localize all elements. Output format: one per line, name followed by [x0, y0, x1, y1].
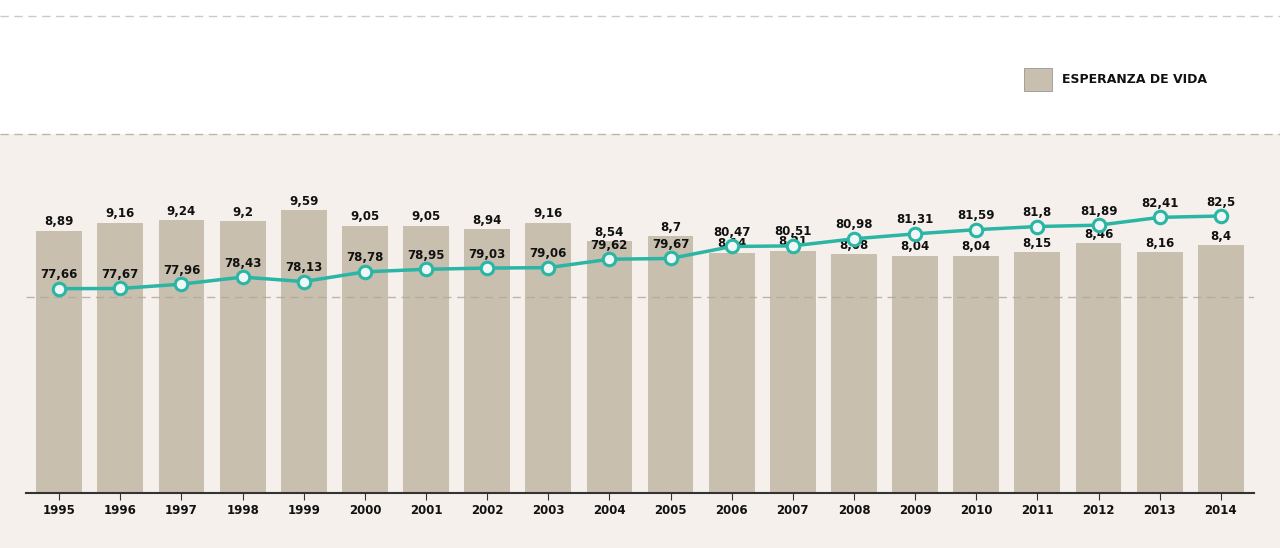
Bar — [709, 253, 755, 493]
Text: 8,08: 8,08 — [840, 239, 869, 252]
Bar — [1015, 253, 1060, 493]
Text: 82,5: 82,5 — [1206, 196, 1235, 209]
Text: 8,15: 8,15 — [1023, 237, 1052, 250]
Text: 78,13: 78,13 — [285, 261, 323, 274]
Text: 8,94: 8,94 — [472, 214, 502, 227]
Bar — [1198, 245, 1244, 493]
Text: 8,4: 8,4 — [1210, 230, 1231, 243]
Text: 78,43: 78,43 — [224, 256, 261, 270]
Bar — [159, 220, 205, 493]
Bar — [403, 226, 449, 493]
Text: 79,06: 79,06 — [530, 247, 567, 260]
Text: 77,66: 77,66 — [41, 269, 78, 281]
Text: 77,96: 77,96 — [163, 264, 200, 277]
Bar — [280, 210, 326, 493]
Text: 8,16: 8,16 — [1146, 237, 1174, 250]
Text: 8,46: 8,46 — [1084, 228, 1114, 241]
Text: 80,98: 80,98 — [836, 219, 873, 231]
Text: 8,14: 8,14 — [717, 237, 746, 250]
Bar — [97, 222, 143, 493]
Text: 9,16: 9,16 — [106, 207, 134, 220]
Text: 8,89: 8,89 — [45, 215, 74, 228]
Text: 9,05: 9,05 — [351, 210, 380, 224]
Text: 81,89: 81,89 — [1080, 205, 1117, 218]
Text: 9,16: 9,16 — [534, 207, 563, 220]
Text: 81,8: 81,8 — [1023, 206, 1052, 219]
Text: ESPERANZA DE VIDA: ESPERANZA DE VIDA — [1062, 73, 1207, 86]
Text: 8,54: 8,54 — [595, 226, 625, 238]
Bar — [1075, 243, 1121, 493]
Bar — [648, 236, 694, 493]
Text: 82,41: 82,41 — [1140, 197, 1179, 210]
Text: 9,05: 9,05 — [411, 210, 440, 224]
Text: 80,51: 80,51 — [774, 225, 812, 238]
Bar — [1137, 252, 1183, 493]
Text: 9,24: 9,24 — [166, 205, 196, 218]
Text: 77,67: 77,67 — [101, 268, 140, 281]
Bar — [954, 256, 1000, 493]
Text: 9,59: 9,59 — [289, 195, 319, 208]
Text: 9,2: 9,2 — [232, 206, 253, 219]
Bar — [769, 250, 815, 493]
Text: 8,21: 8,21 — [778, 235, 808, 248]
Text: 78,78: 78,78 — [346, 252, 384, 265]
Text: 8,04: 8,04 — [961, 241, 991, 253]
Text: 79,03: 79,03 — [468, 248, 506, 261]
Bar — [220, 221, 265, 493]
Bar — [831, 254, 877, 493]
Bar — [36, 231, 82, 493]
Text: 78,95: 78,95 — [407, 249, 444, 262]
Text: 80,47: 80,47 — [713, 226, 750, 239]
Text: 8,7: 8,7 — [660, 221, 681, 234]
Text: 81,31: 81,31 — [896, 214, 933, 226]
Bar — [342, 226, 388, 493]
Bar — [465, 229, 511, 493]
Text: 81,59: 81,59 — [957, 209, 995, 222]
Text: 79,67: 79,67 — [652, 238, 689, 251]
Bar — [525, 222, 571, 493]
Bar — [892, 256, 938, 493]
Bar — [586, 241, 632, 493]
Text: 8,04: 8,04 — [900, 241, 929, 253]
Text: 79,62: 79,62 — [591, 239, 628, 252]
